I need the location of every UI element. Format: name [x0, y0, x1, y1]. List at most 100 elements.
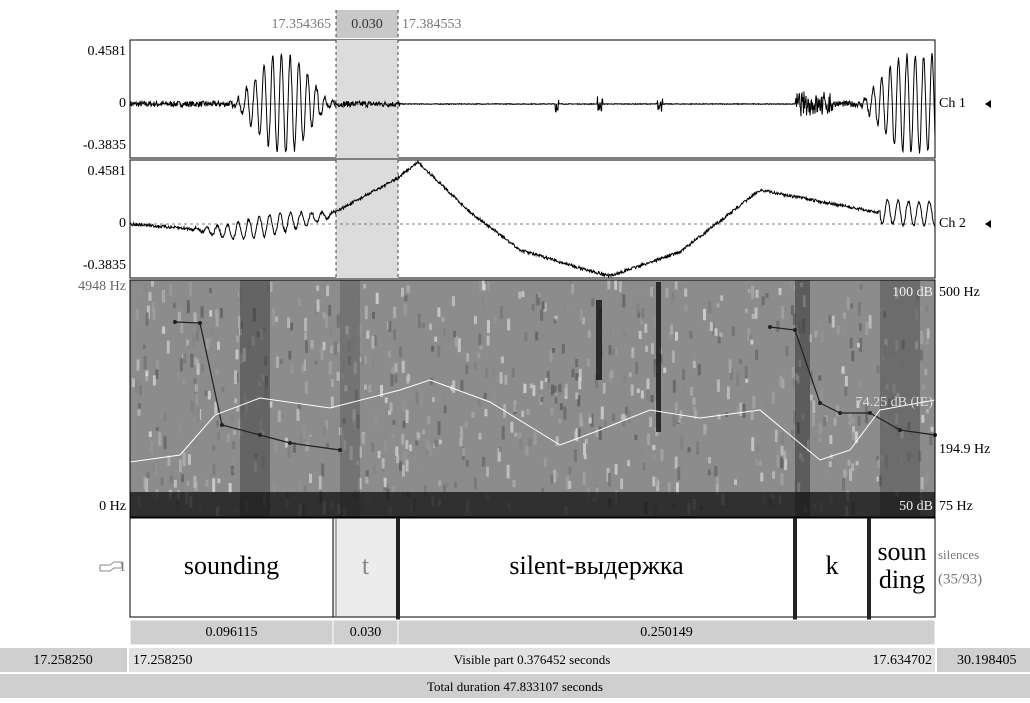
- spectrogram-cell: [829, 315, 832, 323]
- interval-label[interactable]: silent-выдержка: [509, 551, 684, 580]
- spectrogram-cell: [396, 455, 399, 463]
- spectrogram-cell: [192, 333, 195, 347]
- spectrogram-cell: [234, 371, 237, 385]
- interval-label[interactable]: t: [362, 551, 370, 580]
- spectrogram-cell: [847, 297, 850, 310]
- spectrogram-cell: [755, 459, 758, 466]
- spectrogram-cell: [195, 394, 198, 405]
- spectrogram-cell: [404, 304, 407, 316]
- spectrogram-cell: [316, 285, 319, 290]
- spectrogram-cell: [631, 347, 634, 358]
- spectrogram-cell: [751, 437, 754, 451]
- amplitude-max: 0.4581: [88, 164, 127, 179]
- duration-label[interactable]: 0.096115: [206, 625, 258, 640]
- spectrogram-cell: [837, 326, 840, 334]
- pitch-point: [838, 411, 842, 415]
- spectrogram-cell: [146, 313, 149, 326]
- spectrogram-cell: [781, 473, 784, 484]
- spectrogram-cell: [563, 406, 566, 419]
- spectrogram-cell: [609, 329, 612, 341]
- spectrogram-cell: [748, 289, 751, 293]
- spectrogram-cell: [583, 471, 586, 485]
- spectrogram-cell: [812, 414, 815, 427]
- spectrogram-cell: [645, 346, 648, 352]
- spectrogram-cell: [144, 284, 147, 292]
- spectrogram-cell: [417, 433, 420, 438]
- spectrogram-cell: [927, 329, 930, 339]
- spectrogram-cell: [156, 360, 159, 370]
- spectrogram-cell: [137, 360, 140, 371]
- spectrogram-cell: [565, 384, 568, 396]
- spectrogram-cell: [734, 480, 737, 485]
- amplitude-min: -0.3835: [83, 138, 126, 153]
- spectrogram-cell: [588, 331, 591, 338]
- spectrogram-cell: [453, 331, 456, 338]
- spectrogram-cell: [532, 304, 535, 311]
- channel-name[interactable]: Ch 1: [939, 96, 966, 111]
- spectrogram-cell: [432, 397, 435, 402]
- spectrogram-cell: [564, 302, 567, 311]
- spectrogram-cell: [850, 338, 853, 348]
- window-start[interactable]: 17.258250: [33, 653, 93, 668]
- spectrogram-cell: [727, 386, 730, 399]
- spectrogram-cell: [373, 464, 376, 473]
- interval-label[interactable]: k: [826, 551, 839, 580]
- interval-label[interactable]: sounding: [184, 551, 279, 580]
- visible-part[interactable]: Visible part 0.376452 seconds: [454, 652, 611, 667]
- visible-start[interactable]: 17.258250: [133, 653, 193, 668]
- spectrogram-cell: [326, 285, 329, 296]
- duration-label[interactable]: 0.250149: [640, 625, 693, 640]
- spectrogram-cell: [779, 288, 782, 295]
- duration-label[interactable]: 0.030: [350, 625, 382, 640]
- spectrogram-cell: [364, 385, 367, 390]
- visible-end[interactable]: 17.634702: [873, 653, 933, 668]
- spectrogram-cell: [188, 454, 191, 465]
- spectrogram-cell: [823, 417, 826, 426]
- spectrogram-cell: [752, 396, 755, 409]
- spectrogram-cell: [858, 382, 861, 389]
- channel-name[interactable]: Ch 2: [939, 216, 966, 231]
- interval-label[interactable]: soun: [877, 537, 926, 566]
- spectrogram-cell: [663, 368, 666, 373]
- total-duration[interactable]: Total duration 47.833107 seconds: [427, 679, 603, 694]
- spectrogram-cell: [847, 417, 850, 422]
- spectrogram-cell: [677, 467, 680, 480]
- spectrogram-cell: [766, 293, 769, 298]
- spectrogram-cell: [698, 364, 701, 376]
- spectrogram-cell: [444, 406, 447, 414]
- spectrogram-cell: [778, 435, 781, 443]
- window-end[interactable]: 30.198405: [957, 653, 1017, 668]
- spectrogram-cell: [696, 442, 699, 455]
- spectrogram-cell: [161, 478, 164, 486]
- spectrogram-cell: [575, 359, 578, 367]
- spectrogram-cell: [406, 410, 409, 423]
- spectrogram-cell: [534, 431, 537, 445]
- spectrogram-cell: [275, 442, 278, 453]
- spectrogram-cell: [673, 380, 676, 393]
- spectrogram-cell: [843, 313, 846, 319]
- spectrogram-cell: [651, 343, 654, 354]
- spectrogram-cell: [217, 479, 220, 484]
- spectrogram-cell: [552, 348, 555, 353]
- spectrogram-cell: [300, 435, 303, 447]
- spectrogram-cell: [642, 463, 645, 471]
- spectrogram-cell: [372, 312, 375, 319]
- spectrogram-cell: [651, 395, 654, 402]
- spectrogram-cell: [681, 382, 684, 393]
- spectrogram-cell: [395, 447, 398, 457]
- spectrogram-cell: [276, 357, 279, 368]
- spectrogram-cell: [776, 455, 779, 468]
- spectrogram-cell: [466, 353, 469, 361]
- spectrogram-cell: [162, 290, 165, 303]
- spectrogram-cell: [144, 477, 147, 489]
- interval-label[interactable]: ding: [879, 565, 925, 594]
- spectrogram-cell: [684, 289, 687, 297]
- spectrogram-cell: [299, 481, 302, 489]
- spectrogram-cell: [458, 338, 461, 352]
- spectrogram-cell: [212, 445, 215, 451]
- spectrogram-cell: [708, 457, 711, 463]
- spectrogram-cell: [781, 432, 784, 445]
- spectrogram-cell: [652, 445, 655, 450]
- spectrogram-cell: [580, 310, 583, 322]
- pitch-value: 194.9 Hz: [939, 442, 990, 457]
